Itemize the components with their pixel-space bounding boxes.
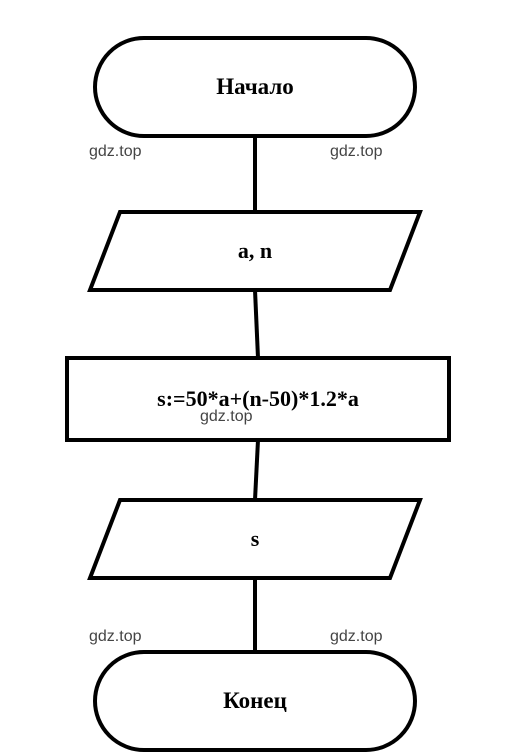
watermark-2: gdz.top bbox=[200, 408, 252, 426]
watermark-3: gdz.top bbox=[89, 628, 141, 646]
watermark-0: gdz.top bbox=[89, 143, 141, 161]
node-label-end: Конец bbox=[95, 652, 415, 750]
watermark-1: gdz.top bbox=[330, 143, 382, 161]
node-label-output: s bbox=[90, 500, 420, 578]
node-label-input: a, n bbox=[90, 212, 420, 290]
node-label-process: s:=50*a+(n-50)*1.2*a bbox=[67, 358, 449, 440]
node-label-start: Начало bbox=[95, 38, 415, 136]
flowchart-canvas: Начало a, n s:=50*a+(n-50)*1.2*a s Конец gdz.… bbox=[0, 0, 514, 756]
watermark-4: gdz.top bbox=[330, 628, 382, 646]
